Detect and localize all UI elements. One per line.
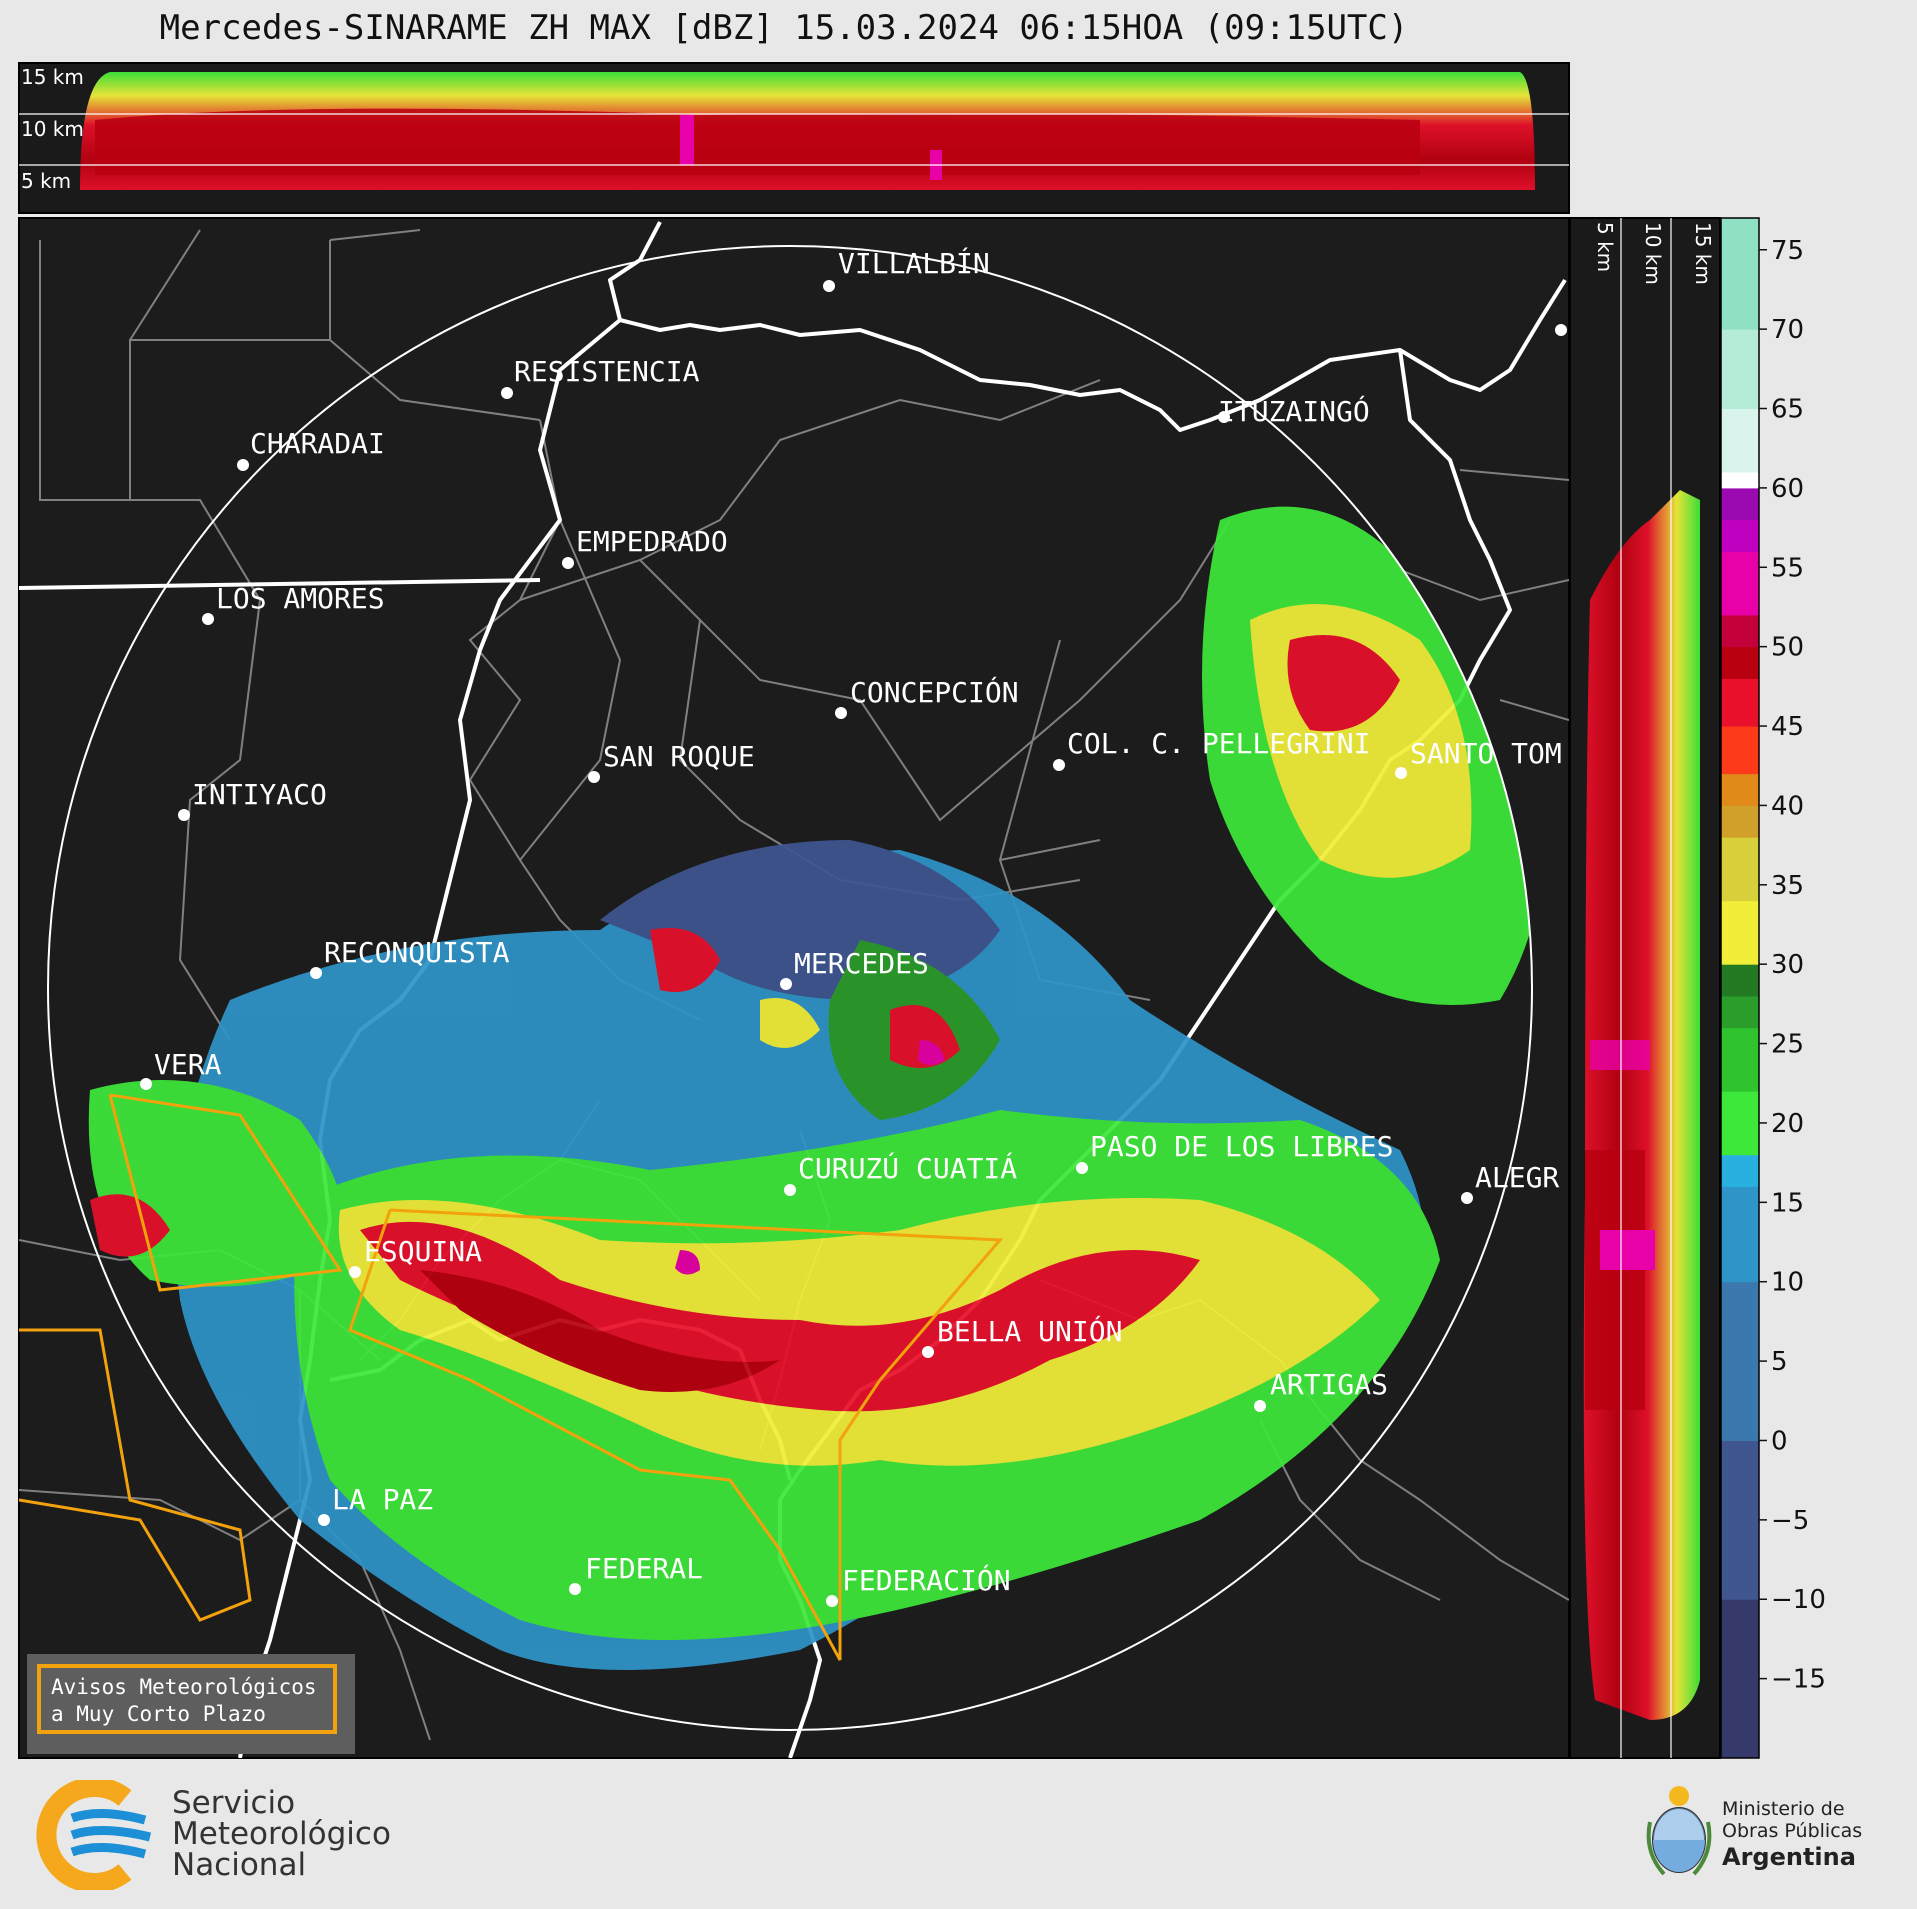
colorbar-segment <box>1721 837 1759 902</box>
city-label-artigas: ARTIGAS <box>1270 1368 1388 1401</box>
colorbar-tick-label: 45 <box>1771 712 1804 742</box>
colorbar-segment <box>1721 1027 1759 1092</box>
colorbar-segment <box>1721 329 1759 410</box>
city-label-reconquista: RECONQUISTA <box>324 936 510 969</box>
colorbar-segment <box>1721 1440 1759 1600</box>
city-label-ituzaingo: ITUZAINGÓ <box>1218 394 1370 428</box>
city-label-santo-tome: SANTO TOM <box>1410 737 1562 770</box>
colorbar-tick-label: 55 <box>1771 553 1804 583</box>
city-label-empedrado: EMPEDRADO <box>576 525 728 558</box>
side-height-label-10: 10 km <box>1641 222 1665 285</box>
top-height-label-5: 5 km <box>21 169 71 193</box>
colorbar-segment <box>1721 726 1759 775</box>
ministry-line-2: Obras Públicas <box>1722 1820 1863 1842</box>
colorbar-segment <box>1721 773 1759 806</box>
colorbar-tick-label: −10 <box>1771 1585 1826 1615</box>
colorbar-tick-label: 50 <box>1771 633 1804 663</box>
colorbar-segment <box>1721 678 1759 727</box>
map-title: Mercedes-SINARAME ZH MAX [dBZ] 15.03.202… <box>159 8 1409 48</box>
colorbar-segment <box>1721 995 1759 1029</box>
colorbar-segment <box>1721 1091 1759 1156</box>
smn-logo-line-1: Servicio <box>172 1785 296 1821</box>
city-label-intiyaco: INTIYACO <box>192 778 327 811</box>
colorbar-segment <box>1721 646 1759 679</box>
smn-logo-text: Servicio Meteorológico Nacional <box>172 1788 391 1881</box>
city-label-villalbin: VILLALBÍN <box>838 246 990 280</box>
top-height-label-10: 10 km <box>21 117 84 141</box>
aviso-line-1: Avisos Meteorológicos <box>51 1675 317 1699</box>
city-label-col-c-pellegrini: COL. C. PELLEGRINI <box>1067 727 1370 760</box>
city-labels: VILLALBÍN RESISTENCIA CHARADAI ITUZAINGÓ… <box>154 246 1562 1597</box>
colorbar-segment <box>1721 218 1759 330</box>
city-label-los-amores: LOS AMORES <box>216 582 385 615</box>
colorbar-tick-label: 65 <box>1771 395 1804 425</box>
colorbar-segment <box>1721 472 1759 489</box>
city-label-charadai: CHARADAI <box>250 427 385 460</box>
colorbar-tick-label: 25 <box>1771 1030 1804 1060</box>
colorbar-tick-label: 75 <box>1771 236 1804 266</box>
city-label-concepcion: CONCEPCIÓN <box>850 675 1019 709</box>
colorbar-tick-label: 30 <box>1771 950 1804 980</box>
colorbar-segment <box>1721 551 1759 616</box>
colorbar-segment <box>1721 1186 1759 1283</box>
colorbar-segment <box>1721 614 1759 648</box>
city-label-resistencia: RESISTENCIA <box>514 355 700 388</box>
ministry-line-3: Argentina <box>1722 1843 1856 1871</box>
radar-map[interactable]: VILLALBÍN RESISTENCIA CHARADAI ITUZAINGÓ… <box>18 217 1570 1759</box>
city-label-vera: VERA <box>154 1048 222 1081</box>
colorbar-segment <box>1721 519 1759 552</box>
city-label-la-paz: LA PAZ <box>332 1483 433 1516</box>
colorbar-tick-label: 5 <box>1771 1347 1788 1377</box>
colorbar-segment <box>1721 1599 1759 1759</box>
side-height-label-15: 15 km <box>1691 222 1715 285</box>
aviso-box[interactable]: Avisos Meteorológicos a Muy Corto Plazo <box>27 1654 355 1754</box>
colorbar-segment <box>1721 805 1759 838</box>
colorbar-tick-label: 15 <box>1771 1188 1804 1218</box>
colorbar-tick-label: −15 <box>1771 1665 1826 1695</box>
aviso-line-2: a Muy Corto Plazo <box>51 1702 266 1726</box>
colorbar-segment <box>1721 900 1759 965</box>
colorbar-tick-label: 60 <box>1771 474 1804 504</box>
city-label-san-roque: SAN ROQUE <box>603 740 755 773</box>
argentina-coat-of-arms-icon <box>1646 1786 1712 1876</box>
city-label-federal: FEDERAL <box>585 1552 703 1585</box>
city-label-federacion: FEDERACIÓN <box>842 1563 1011 1597</box>
smn-logo-icon <box>36 1780 152 1890</box>
colorbar-tick-label: 70 <box>1771 315 1804 345</box>
colorbar-tick-label: 40 <box>1771 791 1804 821</box>
colorbar-segment <box>1721 487 1759 521</box>
colorbar-tick-label: 0 <box>1771 1426 1788 1456</box>
side-cross-section: 5 km 10 km 15 km <box>1569 217 1721 1759</box>
smn-logo-line-3: Nacional <box>172 1847 307 1883</box>
city-markers <box>140 280 1567 1607</box>
side-height-label-5: 5 km <box>1593 222 1617 272</box>
top-cross-section: 15 km 10 km 5 km <box>18 62 1570 214</box>
colorbar-segment <box>1721 1154 1759 1187</box>
city-label-curuzu-cuatia: CURUZÚ CUATIÁ <box>798 1151 1017 1185</box>
ministry-line-1: Ministerio de <box>1722 1798 1845 1820</box>
city-label-paso-de-los-libres: PASO DE LOS LIBRES <box>1090 1130 1393 1163</box>
colorbar-segment <box>1721 408 1759 473</box>
colorbar-segment <box>1721 964 1759 997</box>
colorbar-tick-label: 10 <box>1771 1268 1804 1298</box>
top-height-label-15: 15 km <box>21 65 84 89</box>
city-label-bella-union: BELLA UNIÓN <box>937 1314 1122 1348</box>
colorbar-segment <box>1721 1281 1759 1441</box>
smn-logo-line-2: Meteorológico <box>172 1816 391 1852</box>
city-label-alegrete: ALEGR <box>1475 1161 1559 1194</box>
colorbar-tick-label: 35 <box>1771 871 1804 901</box>
ministry-logo-text: Ministerio de Obras Públicas Argentina <box>1722 1798 1862 1872</box>
city-label-mercedes: MERCEDES <box>794 947 929 980</box>
colorbar-tick-label: 20 <box>1771 1109 1804 1139</box>
city-label-esquina: ESQUINA <box>364 1235 482 1268</box>
colorbar-tick-label: −5 <box>1771 1506 1809 1536</box>
